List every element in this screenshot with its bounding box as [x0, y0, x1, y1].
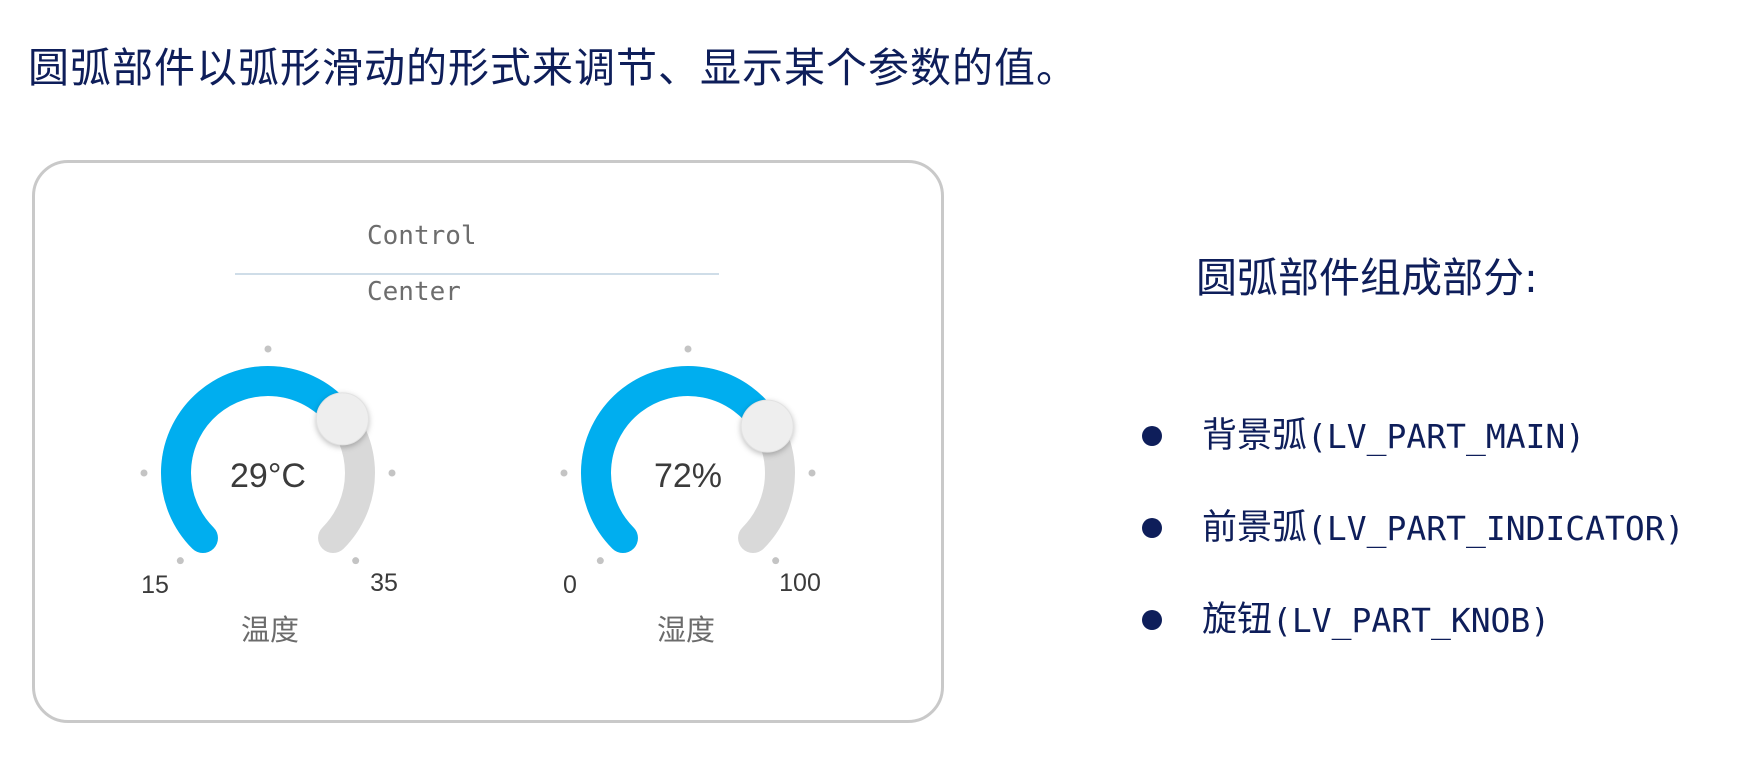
gauge-min-label: 0 [563, 571, 577, 599]
scale-dot [808, 469, 816, 477]
title-divider [235, 273, 719, 275]
part-name: 背景弧 [1202, 415, 1308, 456]
list-item: 背景弧 (LV_PART_MAIN) [1140, 390, 1685, 482]
part-name: 旋钮 [1202, 599, 1273, 640]
scale-dot [684, 345, 692, 353]
gauge-label: 温度 [241, 613, 299, 647]
part-name: 前景弧 [1202, 507, 1308, 548]
scale-dot [388, 469, 396, 477]
headline: 圆弧部件以弧形滑动的形式来调节、显示某个参数的值。 [28, 44, 1078, 92]
gauge-value: 72% [654, 457, 722, 495]
part-code: (LV_PART_INDICATOR) [1307, 508, 1685, 548]
parts-title: 圆弧部件组成部分: [1196, 254, 1538, 302]
bullet-icon [1142, 426, 1162, 446]
gauge-min-label: 15 [141, 571, 169, 599]
parts-list: 背景弧 (LV_PART_MAIN) 前景弧 (LV_PART_INDICATOR)… [1140, 390, 1685, 666]
list-item: 前景弧 (LV_PART_INDICATOR) [1140, 482, 1685, 574]
list-item: 旋钮 (LV_PART_KNOB) [1140, 574, 1685, 666]
scale-dots [560, 345, 816, 565]
part-code: (LV_PART_MAIN) [1307, 416, 1586, 456]
gauges-svg: 29°C 15 35 温度 72% 0 100 湿度 [140, 345, 821, 648]
scale-dot [140, 469, 148, 477]
gauge-value: 29°C [230, 457, 306, 495]
gauge-max-label: 35 [370, 569, 398, 597]
scale-dot [560, 469, 568, 477]
arc-knob[interactable] [315, 392, 369, 446]
control-center-panel: Control Center 29°C 15 35 温度 72% 0 100 湿… [32, 160, 944, 723]
scale-dot [352, 557, 360, 565]
scale-dots [140, 345, 396, 565]
scale-dot [596, 557, 604, 565]
indicator-arc [581, 366, 783, 554]
gauge-label: 湿度 [657, 613, 715, 647]
bullet-icon [1142, 610, 1162, 630]
panel-title-line1: Control [367, 221, 477, 251]
gauge-max-label: 100 [779, 569, 821, 597]
bullet-icon [1142, 518, 1162, 538]
panel-title-line2: Center [367, 277, 461, 307]
part-code: (LV_PART_KNOB) [1272, 600, 1551, 640]
gauge-humidity[interactable]: 72% 0 100 湿度 [560, 345, 821, 648]
scale-dot [264, 345, 272, 353]
arc-knob[interactable] [740, 399, 794, 453]
gauge-temperature[interactable]: 29°C 15 35 温度 [140, 345, 398, 648]
scale-dot [176, 557, 184, 565]
scale-dot [772, 557, 780, 565]
indicator-arc [161, 365, 358, 554]
